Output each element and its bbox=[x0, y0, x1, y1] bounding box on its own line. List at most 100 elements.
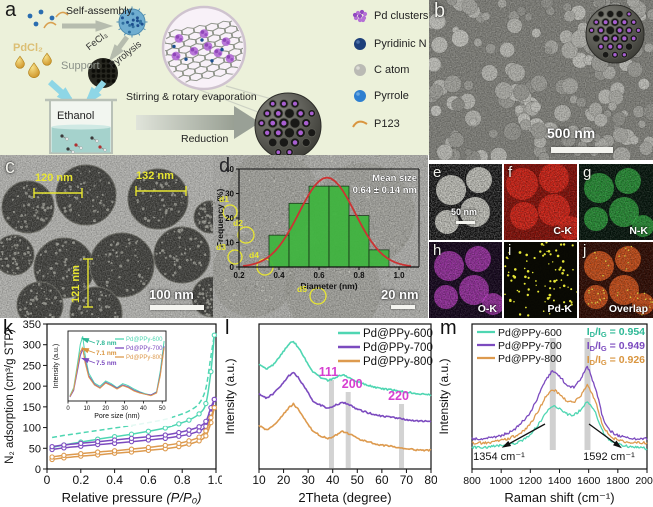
panel-g-map-nk: N-K bbox=[579, 164, 653, 240]
svg-text:0: 0 bbox=[66, 406, 70, 412]
scale-bar-label-e: 50 nm bbox=[451, 207, 478, 217]
svg-text:1600: 1600 bbox=[577, 475, 601, 487]
site-label-d1: d1 bbox=[219, 194, 229, 204]
svg-text:N₂ adsorption (cm³/g STP): N₂ adsorption (cm³/g STP) bbox=[4, 329, 16, 464]
svg-text:7.1 nm: 7.1 nm bbox=[96, 350, 117, 357]
svg-text:Pd@PPy-600: Pd@PPy-600 bbox=[498, 327, 562, 339]
eds-map-o bbox=[429, 242, 502, 318]
panel-k-isotherm-chart: 0 50 100 150 200 250 300 350 0 0.2 0.4 0.6 0.8 1.0 Rel… bbox=[0, 318, 222, 507]
site-label-d3: d3 bbox=[216, 242, 226, 252]
scale-bar-b bbox=[551, 147, 613, 153]
map-label-pdk: Pd-K bbox=[547, 303, 573, 315]
panel-d-hrtem: 0 10 20 30 40 0.2 0.4 0.6 0.8 1.0 Diameter (nm) Fre… bbox=[213, 155, 428, 318]
stem-image bbox=[429, 164, 502, 240]
svg-text:220: 220 bbox=[388, 389, 409, 403]
svg-text:300: 300 bbox=[23, 340, 41, 352]
panel-letter-j: j bbox=[583, 242, 587, 259]
site-label-d4: d4 bbox=[249, 250, 259, 260]
tem-image bbox=[0, 155, 213, 318]
svg-text:Pd@PPy-800: Pd@PPy-800 bbox=[126, 355, 163, 361]
svg-text:0.4: 0.4 bbox=[273, 271, 285, 280]
svg-text:Pd@PPy-800: Pd@PPy-800 bbox=[363, 356, 433, 368]
svg-text:40: 40 bbox=[326, 473, 340, 487]
svg-text:7.5 nm: 7.5 nm bbox=[96, 360, 117, 367]
panel-b-sem: 500 nm bbox=[429, 0, 653, 160]
legend-icons bbox=[352, 9, 368, 128]
svg-text:200: 200 bbox=[342, 377, 363, 391]
scale-bar-label-d: 20 nm bbox=[381, 287, 419, 302]
svg-text:40: 40 bbox=[140, 406, 147, 412]
measurement-132nm: 132 nm bbox=[136, 170, 174, 182]
xrd-chart: 10 20 30 40 50 60 70 80 2Theta (degree) Intensity… bbox=[223, 323, 437, 505]
svg-text:ID/IG = 0.926: ID/IG = 0.926 bbox=[587, 354, 645, 367]
svg-text:20: 20 bbox=[277, 473, 291, 487]
svg-text:250: 250 bbox=[23, 360, 41, 372]
svg-text:Intensity (a.u.): Intensity (a.u.) bbox=[437, 358, 451, 434]
panel-j-map-overlap: Overlap bbox=[579, 242, 653, 318]
svg-text:150: 150 bbox=[23, 402, 41, 414]
svg-text:0: 0 bbox=[230, 263, 235, 272]
ethanol-label: Ethanol bbox=[57, 110, 95, 122]
scale-bar-label-c: 100 nm bbox=[149, 287, 194, 302]
svg-text:10: 10 bbox=[225, 239, 234, 248]
panel-letter-g: g bbox=[583, 164, 592, 181]
svg-text:2000: 2000 bbox=[635, 475, 653, 487]
svg-text:80: 80 bbox=[424, 473, 437, 487]
svg-text:Pd@PPy-600: Pd@PPy-600 bbox=[126, 337, 163, 343]
svg-text:7.8 nm: 7.8 nm bbox=[96, 340, 117, 347]
panel-i-map-pdk: Pd-K bbox=[504, 242, 577, 318]
self-assembly-label: Self-assembly bbox=[66, 5, 132, 17]
svg-text:200: 200 bbox=[23, 381, 41, 393]
svg-text:Intensity (a.u.): Intensity (a.u.) bbox=[53, 344, 60, 388]
svg-text:Pd@PPy-600: Pd@PPy-600 bbox=[363, 328, 433, 340]
scale-bar-d bbox=[391, 305, 415, 309]
svg-text:50: 50 bbox=[351, 473, 365, 487]
svg-text:2Theta (degree): 2Theta (degree) bbox=[298, 490, 391, 505]
svg-text:Raman shift (cm⁻¹): Raman shift (cm⁻¹) bbox=[504, 490, 614, 505]
svg-text:0.6: 0.6 bbox=[313, 271, 325, 280]
eds-map-n bbox=[579, 164, 653, 240]
svg-text:Pd@PPy-700: Pd@PPy-700 bbox=[363, 342, 433, 354]
legend-label-pyrrole: Pyrrole bbox=[374, 90, 409, 102]
panel-a-scheme: Self-assembly FeCl₃ Pyrolysis PdCl₂ Supp… bbox=[0, 0, 429, 155]
panel-letter-b: b bbox=[434, 0, 446, 22]
pdcl2-label: PdCl₂ bbox=[13, 42, 43, 54]
svg-text:0.8: 0.8 bbox=[174, 473, 191, 487]
svg-text:Diameter (nm): Diameter (nm) bbox=[300, 281, 357, 291]
svg-text:30: 30 bbox=[225, 190, 234, 199]
svg-text:30: 30 bbox=[301, 473, 315, 487]
svg-text:1200: 1200 bbox=[519, 475, 543, 487]
panel-f-map-ck: C-K bbox=[504, 164, 577, 240]
measurement-120nm: 120 nm bbox=[35, 172, 73, 184]
scheme-graphics bbox=[15, 5, 368, 155]
scale-bar-e bbox=[456, 221, 475, 224]
measurement-121nm: 121 nm bbox=[70, 265, 82, 303]
svg-text:50: 50 bbox=[159, 406, 166, 412]
panel-letter-a: a bbox=[5, 0, 17, 21]
svg-text:1400: 1400 bbox=[548, 475, 572, 487]
svg-text:0.4: 0.4 bbox=[106, 473, 123, 487]
svg-text:Pd@PPy-800: Pd@PPy-800 bbox=[498, 353, 562, 365]
panel-letter-l: l bbox=[225, 317, 230, 339]
panel-m-raman-chart: 800 1000 1200 1400 1600 1800 2000 Raman shift (… bbox=[437, 318, 653, 507]
svg-text:1800: 1800 bbox=[606, 475, 630, 487]
svg-text:1.0: 1.0 bbox=[208, 473, 222, 487]
stirring-label: Stirring & rotary evaporation bbox=[126, 91, 257, 103]
svg-text:50: 50 bbox=[29, 443, 41, 455]
svg-text:ID/IG = 0.954: ID/IG = 0.954 bbox=[587, 326, 645, 339]
legend-label-pd-clusters: Pd clusters bbox=[374, 10, 429, 22]
svg-text:20: 20 bbox=[102, 406, 109, 412]
porous-sphere bbox=[585, 4, 645, 64]
svg-text:1592 cm⁻¹: 1592 cm⁻¹ bbox=[583, 451, 635, 463]
scale-bar-c bbox=[150, 305, 204, 310]
pore-curve-Pd@PPy-800 bbox=[69, 346, 165, 397]
panel-h-map-ok: O-K bbox=[429, 242, 502, 318]
svg-text:10: 10 bbox=[84, 406, 91, 412]
svg-text:0.2: 0.2 bbox=[233, 271, 245, 280]
svg-text:Frequency (%): Frequency (%) bbox=[215, 189, 225, 248]
svg-text:30: 30 bbox=[121, 406, 128, 412]
svg-text:Pore size (nm): Pore size (nm) bbox=[94, 413, 140, 420]
svg-text:20: 20 bbox=[225, 214, 234, 223]
